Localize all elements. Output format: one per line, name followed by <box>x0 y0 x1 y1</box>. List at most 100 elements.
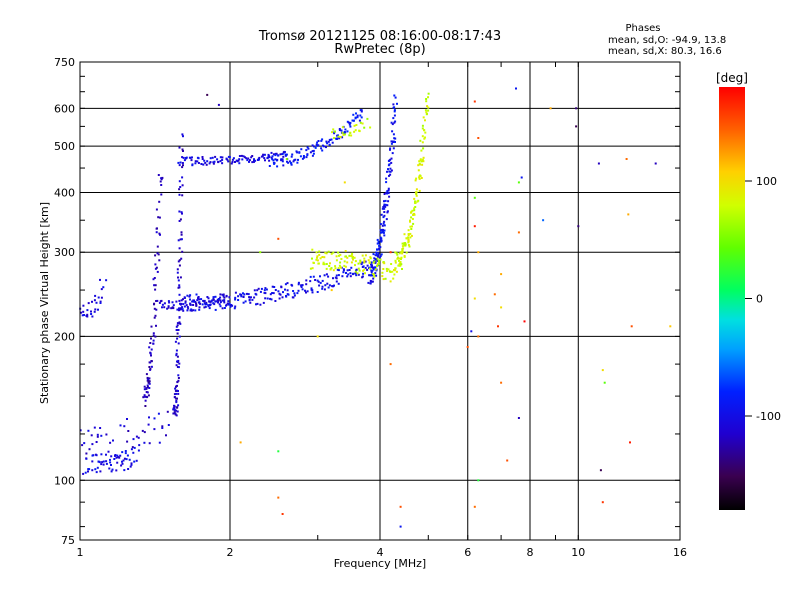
data-point <box>379 229 382 232</box>
data-point <box>182 303 185 306</box>
data-point <box>392 103 395 106</box>
data-point <box>393 269 396 272</box>
data-point <box>183 297 186 299</box>
data-point <box>401 242 404 245</box>
data-point <box>412 222 415 225</box>
data-point <box>376 238 379 241</box>
data-point <box>286 282 289 285</box>
data-point <box>338 254 340 257</box>
data-point <box>91 315 94 318</box>
data-point <box>377 253 380 256</box>
data-point <box>517 417 520 419</box>
data-point <box>238 155 241 157</box>
data-point <box>337 269 340 272</box>
data-point <box>394 141 396 143</box>
data-point <box>158 232 161 235</box>
data-point <box>201 156 204 158</box>
data-point <box>172 408 175 411</box>
data-point <box>96 466 99 469</box>
data-point <box>382 216 385 219</box>
data-point <box>219 160 222 163</box>
data-point <box>419 175 422 178</box>
data-point <box>272 292 275 295</box>
data-point <box>312 152 315 155</box>
x-tick-label: 2 <box>227 546 234 559</box>
data-point <box>344 128 347 131</box>
data-point <box>148 387 151 389</box>
x-tick-label: 6 <box>464 546 471 559</box>
data-point <box>384 205 387 208</box>
data-point <box>135 435 138 438</box>
data-point <box>196 160 199 163</box>
colorbar-ticks: 100 0 -100 <box>745 175 781 423</box>
data-point <box>264 159 266 162</box>
data-point <box>99 300 102 303</box>
data-point <box>226 302 229 305</box>
data-point <box>105 433 108 436</box>
data-point <box>328 265 331 267</box>
data-point <box>316 141 319 144</box>
data-point <box>176 355 179 358</box>
data-point <box>284 153 287 156</box>
data-point <box>302 155 305 157</box>
data-point <box>91 460 94 463</box>
data-point <box>264 297 267 300</box>
data-point <box>284 154 287 157</box>
data-point <box>124 450 127 452</box>
data-point <box>393 110 396 113</box>
data-point <box>329 268 332 271</box>
data-point <box>177 390 179 392</box>
data-point <box>296 292 299 295</box>
data-point <box>178 259 181 262</box>
data-point <box>191 300 194 303</box>
data-point <box>100 453 103 456</box>
data-point <box>384 199 387 202</box>
data-point <box>229 305 232 308</box>
data-point <box>427 109 430 112</box>
data-point <box>206 296 209 298</box>
data-point <box>183 305 186 308</box>
grid-lines <box>80 62 680 540</box>
data-point <box>110 470 113 473</box>
data-point <box>390 161 393 164</box>
data-point <box>91 300 93 303</box>
data-point <box>114 454 117 456</box>
data-point <box>316 335 319 338</box>
data-point <box>372 268 375 271</box>
data-point <box>292 296 295 299</box>
data-point <box>181 166 184 169</box>
data-point <box>421 141 424 144</box>
data-point <box>477 251 480 254</box>
data-point <box>219 296 222 299</box>
data-point <box>232 157 235 160</box>
data-point <box>273 286 276 288</box>
data-point <box>382 222 385 225</box>
data-point <box>83 442 86 445</box>
data-point <box>325 263 328 265</box>
data-point <box>313 145 315 148</box>
data-point <box>338 128 341 130</box>
data-point <box>160 299 163 302</box>
data-point <box>158 441 161 444</box>
data-point <box>90 434 93 437</box>
data-point <box>339 266 342 269</box>
data-point <box>360 110 363 113</box>
data-point <box>369 256 372 259</box>
data-point <box>208 300 211 303</box>
data-point <box>271 285 274 288</box>
data-point <box>153 277 156 279</box>
data-point <box>383 211 386 213</box>
data-point <box>335 274 338 277</box>
data-point <box>387 168 389 171</box>
data-point <box>316 144 319 147</box>
data-point <box>257 287 260 290</box>
data-point <box>290 155 293 158</box>
data-point <box>192 299 195 302</box>
data-point <box>317 140 320 142</box>
data-point <box>105 453 107 456</box>
data-point <box>377 242 380 245</box>
data-point <box>206 93 209 96</box>
data-point <box>262 301 265 304</box>
x-tick-label: 1 <box>77 546 84 559</box>
data-point <box>158 259 161 262</box>
